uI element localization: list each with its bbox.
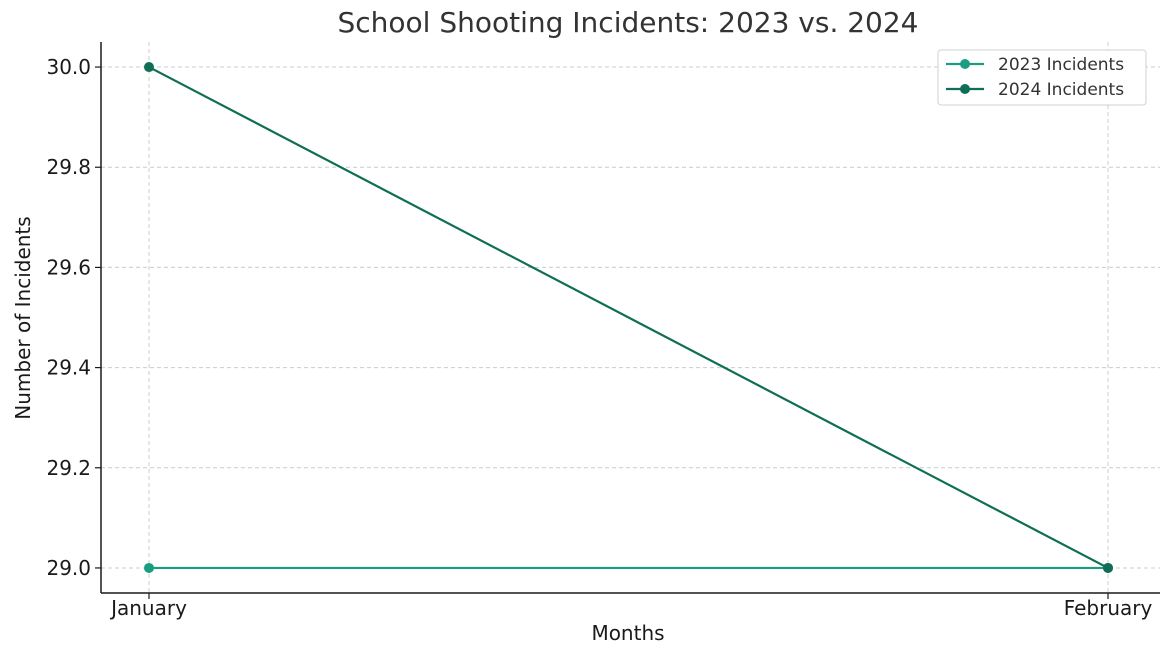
legend-box (937, 49, 1147, 106)
y-tick-label: 30.0 (46, 55, 91, 79)
y-ticks: 29.0 29.2 29.4 29.6 29.8 30.0 (46, 55, 101, 580)
legend: 2023 Incidents 2024 Incidents (937, 49, 1147, 106)
y-tick-label: 29.0 (46, 556, 91, 580)
x-ticks: January February (109, 593, 1152, 620)
data-point (1103, 562, 1113, 573)
legend-swatch-marker (960, 84, 970, 94)
y-tick-label: 29.4 (46, 356, 91, 380)
x-axis-label: Months (591, 621, 664, 645)
y-axis-label: Number of Incidents (11, 216, 35, 419)
data-point (144, 562, 154, 573)
x-tick-label: February (1064, 596, 1153, 620)
x-tick-label: January (109, 596, 187, 620)
series-line (148, 66, 1109, 569)
y-tick-label: 29.2 (46, 456, 91, 480)
chart-title: School Shooting Incidents: 2023 vs. 2024 (337, 6, 918, 39)
series-group (144, 62, 1113, 573)
legend-swatch-marker (960, 59, 970, 69)
y-tick-label: 29.8 (46, 155, 91, 179)
data-point (144, 62, 154, 73)
y-tick-label: 29.6 (46, 255, 91, 279)
legend-label: 2023 Incidents (998, 55, 1124, 75)
legend-label: 2024 Incidents (998, 80, 1124, 100)
